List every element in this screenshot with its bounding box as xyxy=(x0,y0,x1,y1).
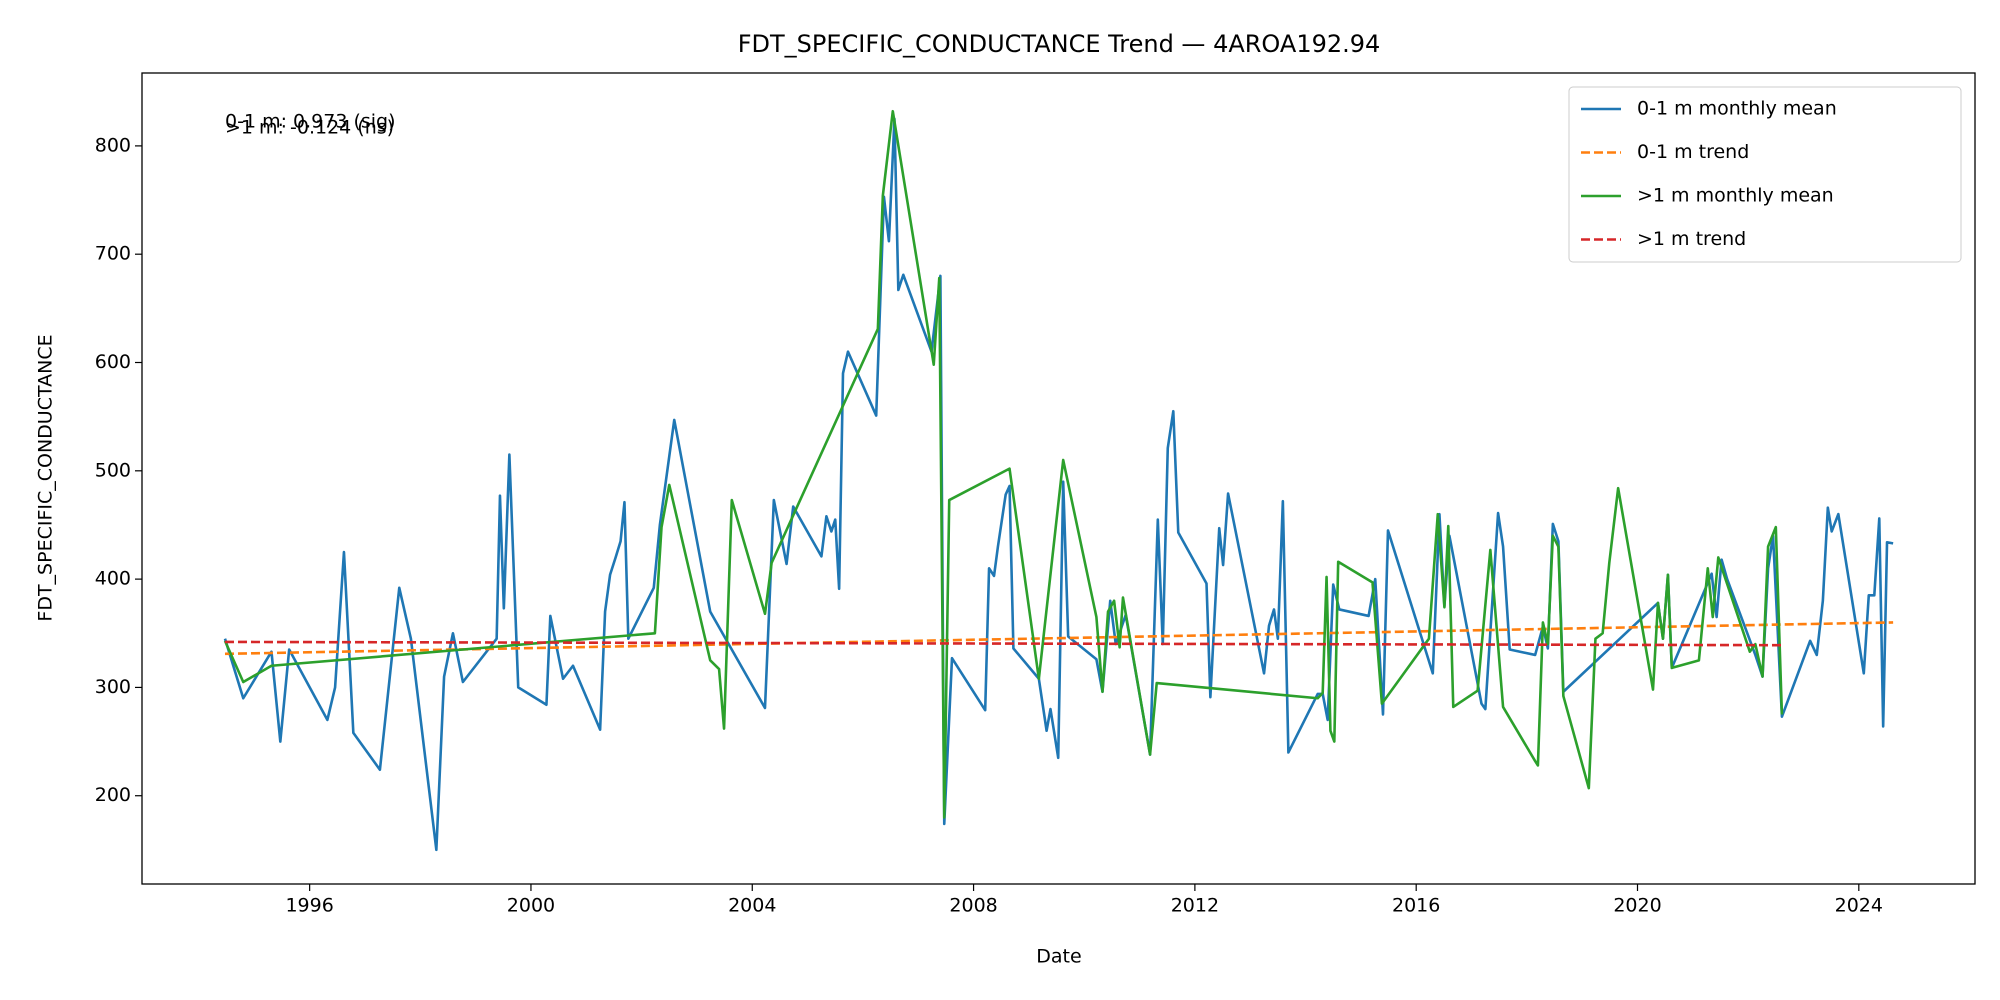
x-tick-label: 2024 xyxy=(1835,895,1883,917)
y-tick-label: 600 xyxy=(95,351,131,373)
legend-label: 0-1 m trend xyxy=(1637,141,1749,163)
x-axis-label: Date xyxy=(1036,946,1081,968)
y-tick-label: 700 xyxy=(95,243,131,265)
legend-label: >1 m trend xyxy=(1637,228,1746,250)
axes-frame xyxy=(141,72,1976,885)
y-tick-label: 300 xyxy=(95,676,131,698)
annotation: 0-1 m: 0.973 (sig) xyxy=(225,111,396,133)
legend-label: >1 m monthly mean xyxy=(1637,185,1834,207)
x-tick-label: 2004 xyxy=(728,895,776,917)
x-tick-label: 2020 xyxy=(1613,895,1661,917)
x-tick-label: 2008 xyxy=(949,895,997,917)
x-tick-label: 2000 xyxy=(507,895,555,917)
series-line xyxy=(224,621,1894,656)
chart-title: FDT_SPECIFIC_CONDUCTANCE Trend — 4AROA19… xyxy=(738,30,1381,58)
x-tick-label: 2012 xyxy=(1171,895,1219,917)
x-tick-label: 2016 xyxy=(1392,895,1440,917)
y-axis-label: FDT_SPECIFIC_CONDUCTANCE xyxy=(35,334,57,621)
legend-label: 0-1 m monthly mean xyxy=(1637,98,1837,120)
legend-box xyxy=(1568,86,1962,263)
series-line xyxy=(223,109,1784,819)
y-tick-label: 200 xyxy=(95,784,131,806)
annotation: >1 m: -0.124 (ns) xyxy=(225,117,394,139)
y-tick-label: 400 xyxy=(95,568,131,590)
y-tick-label: 800 xyxy=(95,134,131,156)
y-tick-label: 500 xyxy=(95,459,131,481)
x-tick-label: 1996 xyxy=(285,895,333,917)
